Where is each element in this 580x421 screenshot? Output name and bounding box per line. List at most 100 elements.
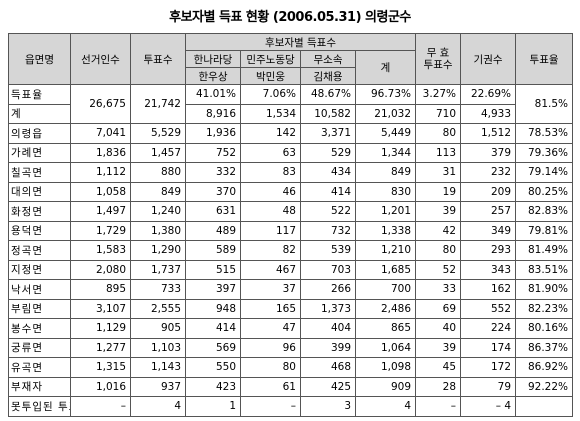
- cell: 332: [185, 162, 241, 183]
- party-cell: 민주노동당: [240, 50, 301, 68]
- cell: 1,373: [300, 298, 356, 319]
- row-label: 의령읍: [8, 123, 71, 144]
- cell: 2,555: [130, 298, 186, 319]
- table-header: 읍면명 선거인수 투표수 후보자별 득표수 무 효 투표수 기권수 투표율 한나…: [8, 33, 574, 85]
- cell: 1,064: [354, 337, 417, 358]
- cell: 4: [130, 396, 186, 417]
- cell: 257: [460, 201, 517, 222]
- cell: 96.73%: [354, 84, 417, 105]
- header-cell: 기권수: [460, 33, 517, 85]
- cell: 81.90%: [515, 279, 574, 300]
- cell: 909: [354, 376, 417, 397]
- cell: 3: [300, 396, 356, 417]
- cell: 3.27%: [415, 84, 462, 105]
- cell: 61: [240, 376, 301, 397]
- row-label: 화정면: [8, 201, 71, 222]
- cell: 1,534: [240, 103, 301, 124]
- cell: 33: [415, 279, 462, 300]
- cell: 52: [415, 259, 462, 280]
- header-cell: 읍면명: [8, 33, 71, 85]
- cell: 1: [185, 396, 241, 417]
- cell: 63: [240, 142, 301, 163]
- title: 후보자별 득표 현황 (2006.05.31) 의령군수: [169, 10, 411, 25]
- cell: 79.14%: [515, 162, 574, 183]
- cell: 86.37%: [515, 337, 574, 358]
- row-label: 용덕면: [8, 220, 71, 241]
- header-cell: 후보자별 득표수: [184, 33, 417, 51]
- cell: 80: [415, 123, 462, 144]
- cell: 174: [460, 337, 517, 358]
- cell: 80.16%: [515, 318, 574, 339]
- cell: –: [415, 396, 462, 417]
- cell: 937: [130, 376, 186, 397]
- cell: 19: [415, 181, 462, 202]
- row-label: 못투입된 투표: [8, 396, 71, 417]
- cell: 552: [460, 298, 517, 319]
- header-cell: 투표율: [515, 33, 574, 85]
- cell: 830: [354, 181, 417, 202]
- cell: 948: [185, 298, 241, 319]
- cell: 425: [300, 376, 356, 397]
- cell: 266: [300, 279, 356, 300]
- table-row: 지정면 2,080 1,737 515 467 703 1,685 52 343 83.51%: [8, 259, 574, 280]
- cell: 69: [415, 298, 462, 319]
- party-cell: 무소속: [300, 50, 356, 68]
- cell: 82.23%: [515, 298, 574, 319]
- cell: 529: [300, 142, 356, 163]
- cell: 3,107: [70, 298, 131, 319]
- cell: 434: [300, 162, 356, 183]
- cell: 142: [240, 123, 301, 144]
- cell: 467: [240, 259, 301, 280]
- table-row: 화정면 1,497 1,240 631 48 522 1,201 39 257 82.83%: [8, 201, 574, 222]
- header-cell: 계: [354, 50, 417, 85]
- table-row: 용덕면 1,729 1,380 489 117 732 1,338 42 349 79.81%: [8, 220, 574, 241]
- cell: 39: [415, 201, 462, 222]
- row-label: 계: [8, 103, 71, 124]
- cell: 489: [185, 220, 241, 241]
- row-label: 유곡면: [8, 357, 71, 378]
- cell: 82: [240, 240, 301, 261]
- cell: 113: [415, 142, 462, 163]
- cell: 710: [415, 103, 462, 124]
- cell: 162: [460, 279, 517, 300]
- cell: 703: [300, 259, 356, 280]
- cell: 865: [354, 318, 417, 339]
- cell: 82.83%: [515, 201, 574, 222]
- table-row: 궁류면 1,277 1,103 569 96 399 1,064 39 174 86.37%: [8, 337, 574, 358]
- cell: 10,582: [300, 103, 356, 124]
- header-cell: 선거인수: [70, 33, 131, 85]
- table-row: 칠곡면 1,112 880 332 83 434 849 31 232 79.14%: [8, 162, 574, 183]
- cell: 48: [240, 201, 301, 222]
- cell: 2,486: [354, 298, 417, 319]
- cell: 414: [185, 318, 241, 339]
- cell: 895: [70, 279, 131, 300]
- cell: 45: [415, 357, 462, 378]
- cell: 46: [240, 181, 301, 202]
- candidate-cell: 김채용: [300, 67, 356, 85]
- cell: 1,457: [130, 142, 186, 163]
- cell: 22.69%: [460, 84, 517, 105]
- cell: 1,240: [130, 201, 186, 222]
- cell: 1,729: [70, 220, 131, 241]
- cell: 39: [415, 337, 462, 358]
- cell: 399: [300, 337, 356, 358]
- table-row: 의령읍 7,041 5,529 1,936 142 3,371 5,449 80 1,512 78…: [8, 123, 574, 144]
- cell: 349: [460, 220, 517, 241]
- cell: 1,098: [354, 357, 417, 378]
- cell: 732: [300, 220, 356, 241]
- cell: 224: [460, 318, 517, 339]
- cell: 1,112: [70, 162, 131, 183]
- cell: 40: [415, 318, 462, 339]
- cell: 370: [185, 181, 241, 202]
- cell: 1,836: [70, 142, 131, 163]
- cell: 343: [460, 259, 517, 280]
- cell: 1,497: [70, 201, 131, 222]
- cell: 849: [130, 181, 186, 202]
- cell: 293: [460, 240, 517, 261]
- header-line: 투표수: [423, 59, 453, 71]
- cell: 631: [185, 201, 241, 222]
- cell: 5,529: [130, 123, 186, 144]
- cell: 5,449: [354, 123, 417, 144]
- cell: 80: [240, 357, 301, 378]
- cell: 1,512: [460, 123, 517, 144]
